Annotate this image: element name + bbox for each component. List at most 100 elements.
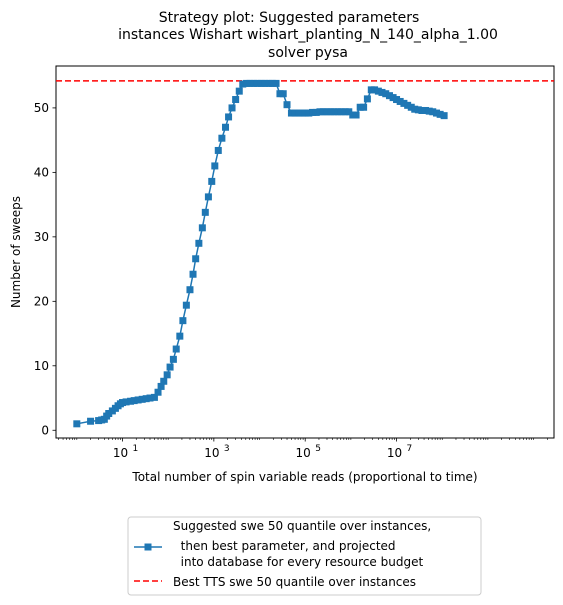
- series-point: [323, 108, 331, 116]
- series-point: [433, 109, 441, 117]
- x-tick-label-exponent: 3: [224, 444, 230, 454]
- series-point: [160, 377, 168, 385]
- series-point: [305, 109, 313, 117]
- series-point: [404, 101, 412, 109]
- series-point: [327, 108, 335, 116]
- series-point: [201, 208, 209, 216]
- series-point: [421, 106, 429, 114]
- y-tick-label: 20: [34, 294, 49, 308]
- series-point: [411, 105, 419, 113]
- series-point: [371, 86, 379, 94]
- series-point: [352, 111, 360, 119]
- series-line: [76, 82, 445, 425]
- series-point: [382, 90, 390, 98]
- series-point: [222, 123, 230, 131]
- y-tick-label: 0: [41, 423, 49, 437]
- series-point: [73, 420, 81, 428]
- series-point: [378, 88, 386, 96]
- title-line-1: Strategy plot: Suggested parameters: [159, 10, 420, 26]
- series-point: [301, 109, 309, 117]
- series-point: [105, 410, 113, 417]
- series-point: [198, 224, 206, 232]
- series-point: [127, 397, 135, 405]
- x-tick-label-exponent: 5: [315, 444, 321, 454]
- series-point: [393, 96, 401, 104]
- series-point: [87, 417, 95, 425]
- y-tick-label: 50: [34, 101, 49, 115]
- series-point: [319, 108, 327, 116]
- series-point: [239, 80, 247, 88]
- series-point: [169, 355, 177, 363]
- x-tick-label-base: 10: [204, 446, 219, 460]
- x-axis-label: Total number of spin variable reads (pro…: [131, 470, 477, 484]
- series-point: [119, 399, 126, 407]
- legend-swatch-series-marker: [144, 543, 152, 551]
- series-point: [134, 396, 142, 404]
- series-point: [261, 79, 269, 87]
- series-point: [192, 255, 200, 263]
- y-axis: 0 10 20 30 40 50: [34, 101, 56, 437]
- series-point: [150, 393, 158, 401]
- series-point: [189, 270, 197, 278]
- series-point: [182, 301, 190, 309]
- series-point: [142, 395, 150, 403]
- series-point: [208, 177, 216, 185]
- series-point: [154, 388, 162, 396]
- legend-best-tts-label: Best TTS swe 50 quantile over instances: [173, 575, 416, 589]
- series-point: [146, 394, 154, 402]
- series-point: [195, 239, 203, 247]
- series-point: [214, 146, 222, 154]
- series-point: [330, 108, 338, 116]
- series-point: [345, 108, 353, 116]
- x-tick-label-base: 10: [296, 446, 311, 460]
- title-line-2: instances Wishart wishart_planting_N_140…: [118, 27, 498, 43]
- title-line-3: solver pysa: [268, 45, 348, 61]
- y-tick-label: 10: [34, 359, 49, 373]
- series-point: [246, 79, 254, 87]
- series-point: [287, 109, 295, 117]
- series-point: [400, 99, 408, 107]
- series-point: [436, 110, 444, 118]
- plot-area-frame: [55, 65, 555, 439]
- series-point: [363, 95, 371, 103]
- series-point: [440, 112, 448, 120]
- series-point: [225, 113, 233, 121]
- y-axis-label: Number of sweeps: [9, 196, 23, 308]
- series-point: [179, 317, 187, 325]
- series-point: [172, 345, 180, 353]
- legend-series-label-line-1: Suggested swe 50 quantile over instances…: [173, 519, 431, 533]
- series-point: [337, 108, 345, 116]
- series-point: [341, 108, 349, 116]
- series-point: [138, 395, 146, 403]
- y-tick-label: 40: [34, 165, 49, 179]
- series-point: [228, 104, 236, 112]
- legend-series-label-line-3: into database for every resource budget: [173, 555, 423, 569]
- series-point: [309, 108, 317, 116]
- series-point: [312, 108, 320, 116]
- series-point: [235, 87, 243, 95]
- series-point: [232, 96, 240, 104]
- series-point: [360, 103, 368, 111]
- series-point: [414, 106, 422, 114]
- series-point: [272, 79, 280, 87]
- series-point: [295, 109, 303, 117]
- series-point: [396, 97, 404, 105]
- legend-series-label-line-2: then best parameter, and projected: [173, 539, 396, 553]
- series-point: [418, 106, 426, 114]
- series-point: [291, 109, 299, 117]
- chart-title: Strategy plot: Suggested parameters inst…: [118, 10, 498, 61]
- x-tick-label-base: 10: [387, 446, 402, 460]
- series-point: [176, 332, 184, 340]
- x-axis: 10 1 10 3 10 5 10 7: [58, 438, 548, 460]
- series-point: [429, 108, 437, 116]
- legend: Suggested swe 50 quantile over instances…: [127, 516, 482, 596]
- series-point: [250, 79, 258, 87]
- x-tick-label-exponent: 1: [132, 444, 138, 454]
- series-point: [204, 193, 212, 201]
- series-layer: [73, 79, 448, 428]
- series-point: [166, 363, 174, 371]
- series-point: [130, 397, 138, 405]
- x-tick-label-exponent: 7: [407, 444, 413, 454]
- y-tick-label: 30: [34, 230, 49, 244]
